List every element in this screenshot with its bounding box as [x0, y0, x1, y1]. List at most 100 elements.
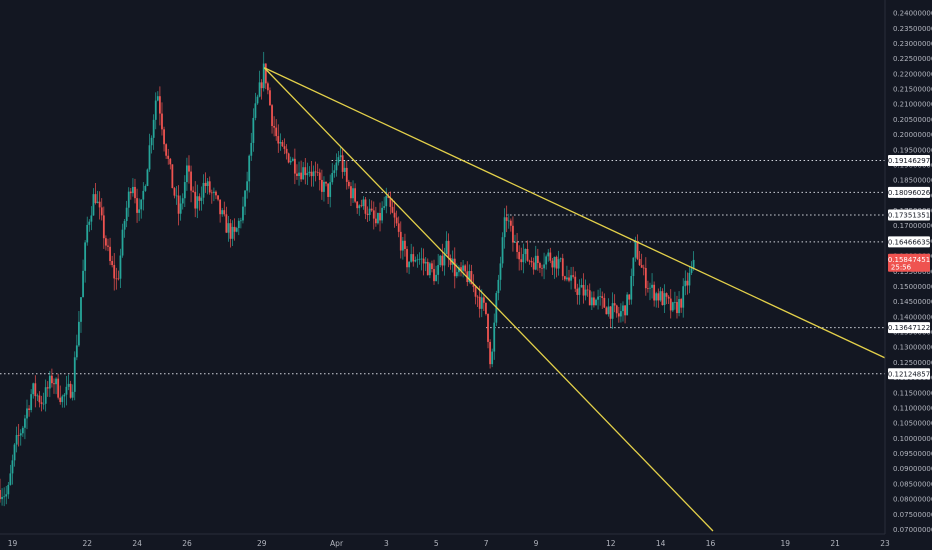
candle-body[interactable]: [601, 296, 604, 298]
candle-body[interactable]: [509, 220, 512, 226]
candle-body[interactable]: [354, 188, 357, 202]
candle-body[interactable]: [1, 496, 3, 500]
candle-body[interactable]: [347, 181, 350, 187]
candle-body[interactable]: [470, 271, 473, 285]
candle-body[interactable]: [588, 290, 591, 306]
candle-body[interactable]: [30, 394, 33, 410]
candle-body[interactable]: [192, 190, 195, 192]
candle-body[interactable]: [595, 299, 597, 306]
candle-body[interactable]: [61, 396, 64, 403]
candle-body[interactable]: [630, 276, 633, 300]
candle-body[interactable]: [574, 276, 577, 289]
candle-body[interactable]: [134, 186, 136, 199]
candle-body[interactable]: [512, 225, 514, 243]
candle-body[interactable]: [190, 171, 192, 191]
candle-body[interactable]: [266, 83, 269, 91]
candle-body[interactable]: [102, 215, 105, 239]
candle-body[interactable]: [92, 194, 95, 216]
candle-body[interactable]: [499, 263, 502, 280]
candle-body[interactable]: [156, 96, 159, 101]
candle-body[interactable]: [113, 265, 116, 279]
candle-body[interactable]: [318, 172, 321, 180]
candle-body[interactable]: [67, 383, 70, 387]
candle-body[interactable]: [73, 357, 76, 392]
candle-body[interactable]: [647, 288, 649, 289]
candle-body[interactable]: [212, 191, 215, 193]
candle-body[interactable]: [603, 297, 606, 308]
candle-body[interactable]: [94, 194, 97, 203]
candle-body[interactable]: [177, 195, 180, 214]
candle-body[interactable]: [671, 302, 674, 311]
candle-body[interactable]: [65, 386, 68, 395]
candle-body[interactable]: [323, 181, 325, 192]
candle-body[interactable]: [584, 289, 587, 296]
candle-body[interactable]: [105, 238, 107, 246]
candle-body[interactable]: [21, 427, 24, 434]
candle-body[interactable]: [632, 257, 635, 277]
horizontal-levels[interactable]: [0, 160, 885, 375]
candle-body[interactable]: [563, 276, 566, 280]
candle-body[interactable]: [208, 181, 211, 193]
candle-body[interactable]: [485, 302, 487, 315]
candle-body[interactable]: [536, 255, 539, 264]
candle-body[interactable]: [163, 129, 165, 145]
candle-body[interactable]: [200, 197, 203, 201]
candle-body[interactable]: [161, 113, 163, 130]
candle-body[interactable]: [559, 258, 562, 260]
candle-body[interactable]: [482, 297, 485, 303]
candle-body[interactable]: [439, 255, 442, 266]
candle-body[interactable]: [38, 395, 41, 403]
trendline-upper[interactable]: [263, 67, 886, 359]
candle-body[interactable]: [555, 256, 558, 269]
candle-body[interactable]: [358, 205, 361, 209]
candle-body[interactable]: [389, 197, 392, 207]
candle-body[interactable]: [121, 229, 124, 256]
candle-body[interactable]: [3, 496, 6, 498]
candle-body[interactable]: [472, 284, 475, 287]
candle-body[interactable]: [175, 195, 178, 197]
candle-body[interactable]: [634, 242, 637, 258]
candle-body[interactable]: [36, 395, 39, 397]
candle-body[interactable]: [314, 171, 317, 173]
candle-body[interactable]: [547, 252, 550, 257]
candle-body[interactable]: [7, 484, 10, 495]
candle-body[interactable]: [188, 165, 190, 172]
candle-body[interactable]: [445, 240, 448, 255]
candle-body[interactable]: [397, 223, 400, 232]
candle-body[interactable]: [233, 226, 236, 232]
candle-body[interactable]: [53, 383, 55, 385]
candle-body[interactable]: [237, 220, 240, 229]
candle-body[interactable]: [410, 254, 413, 262]
candle-body[interactable]: [566, 277, 568, 280]
candle-body[interactable]: [293, 158, 296, 174]
candle-body[interactable]: [69, 383, 72, 398]
candle-body[interactable]: [34, 383, 37, 397]
candle-body[interactable]: [335, 162, 338, 171]
candle-body[interactable]: [279, 142, 282, 144]
candle-body[interactable]: [374, 218, 377, 224]
candle-body[interactable]: [136, 198, 138, 213]
candle-body[interactable]: [28, 408, 30, 410]
candle-body[interactable]: [545, 256, 548, 265]
candle-body[interactable]: [514, 242, 516, 243]
candle-body[interactable]: [640, 265, 643, 268]
candle-body[interactable]: [198, 196, 201, 201]
candle-body[interactable]: [329, 182, 332, 197]
candle-body[interactable]: [636, 242, 639, 259]
candle-body[interactable]: [476, 296, 479, 298]
candle-body[interactable]: [171, 164, 174, 189]
candle-body[interactable]: [480, 297, 483, 309]
candle-body[interactable]: [526, 248, 529, 261]
candle-body[interactable]: [356, 201, 359, 209]
candle-body[interactable]: [385, 196, 388, 207]
candle-body[interactable]: [202, 182, 205, 198]
candle-body[interactable]: [503, 217, 506, 238]
candle-body[interactable]: [638, 258, 641, 266]
candle-body[interactable]: [273, 126, 276, 128]
candle-body[interactable]: [111, 261, 114, 266]
candle-body[interactable]: [26, 408, 28, 419]
candle-body[interactable]: [127, 191, 130, 208]
candle-body[interactable]: [281, 142, 284, 147]
candle-body[interactable]: [570, 275, 572, 281]
